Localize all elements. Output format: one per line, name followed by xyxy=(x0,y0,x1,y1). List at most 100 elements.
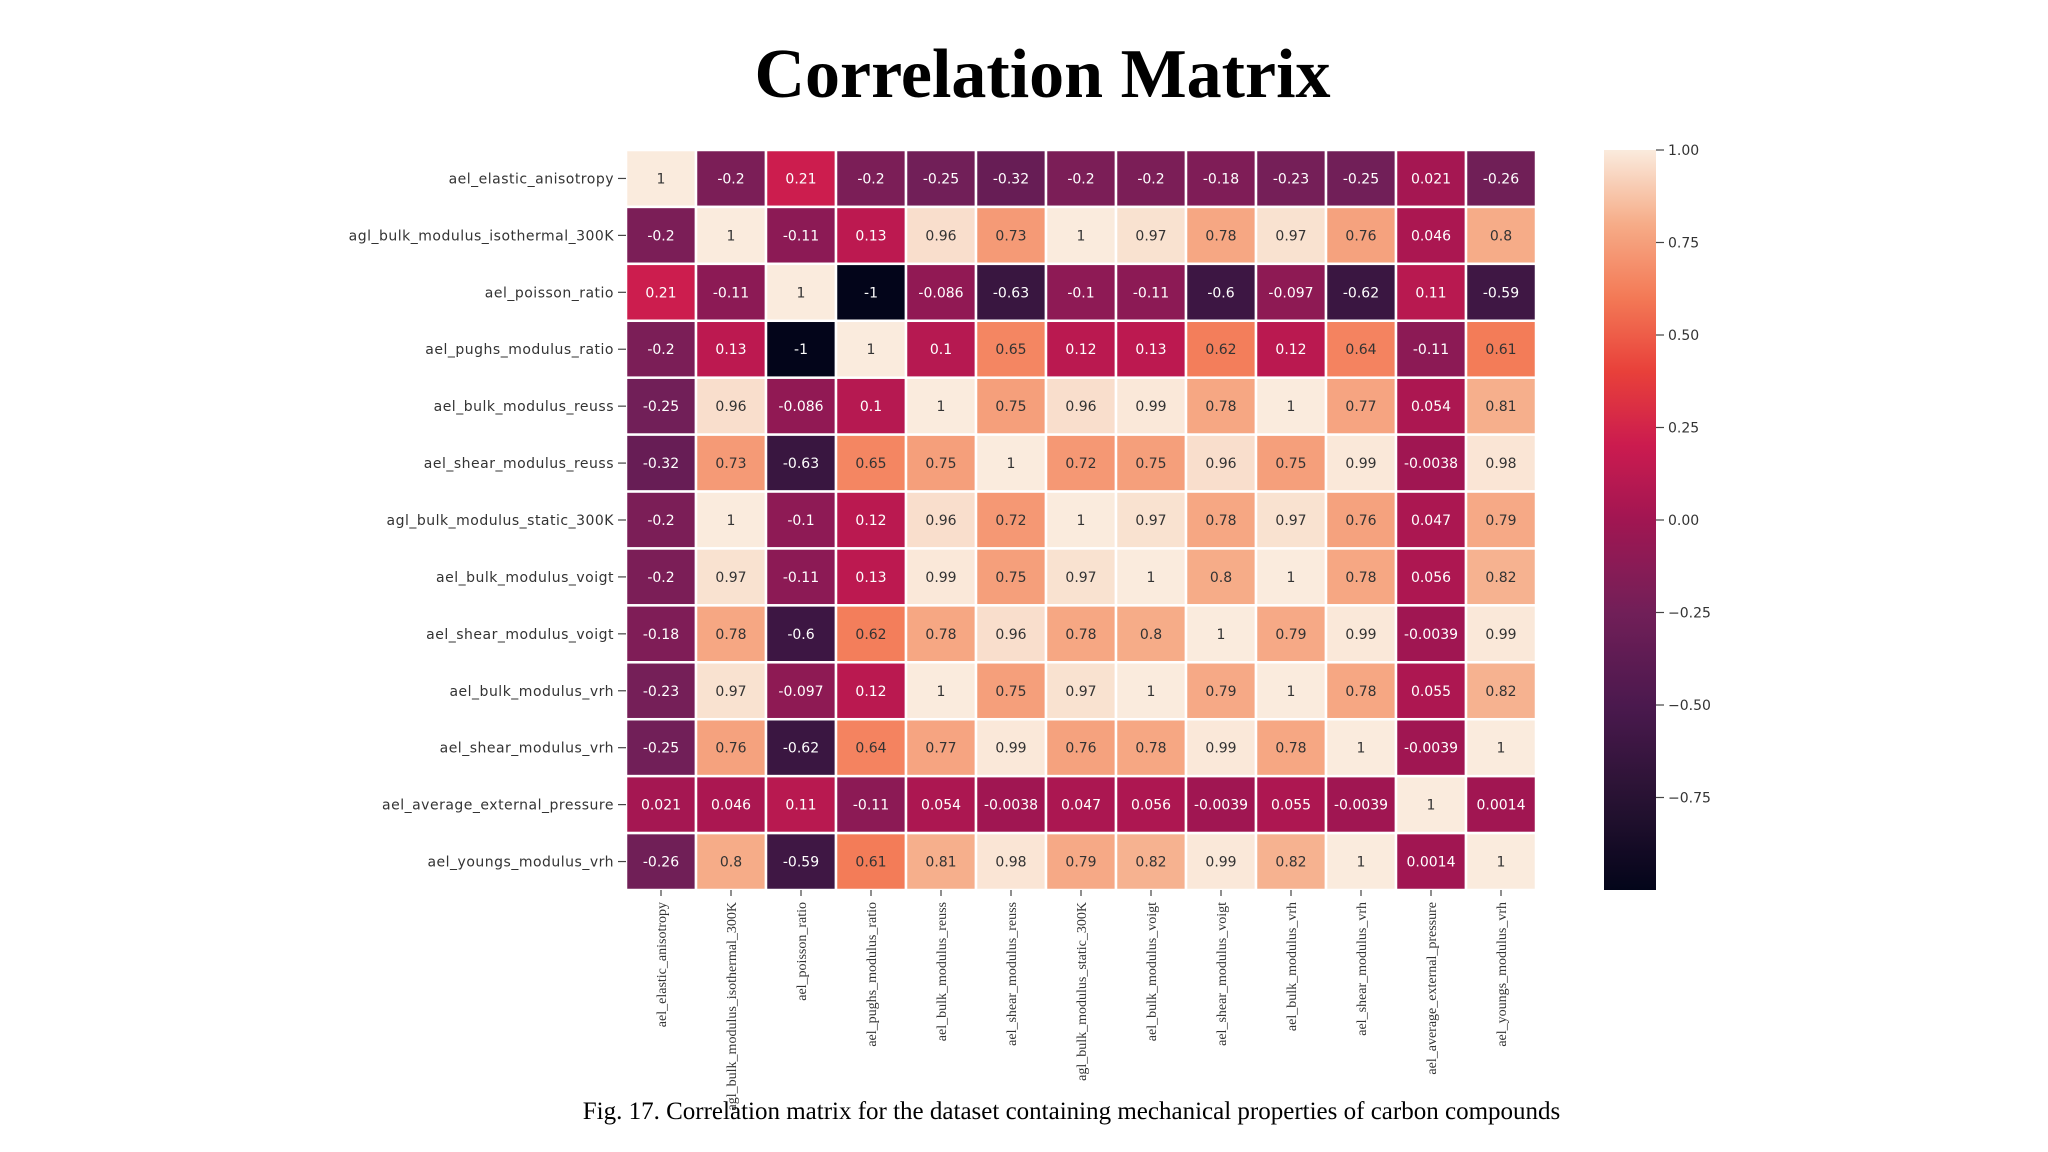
cell-value-0-3: -0.2 xyxy=(857,171,884,187)
cell-value-9-7: 1 xyxy=(1147,684,1156,700)
cell-value-0-12: -0.26 xyxy=(1483,171,1519,187)
cell-value-0-4: -0.25 xyxy=(923,171,959,187)
heatmap-cell-2-3 xyxy=(834,262,908,323)
cell-value-10-9: 0.78 xyxy=(1275,741,1306,757)
cell-value-3-0: -0.2 xyxy=(647,342,674,358)
heatmap-cell-7-1 xyxy=(694,547,768,607)
row-label-10: ael_shear_modulus_vrh xyxy=(440,741,614,757)
column-label-10: ael_shear_modulus_vrh xyxy=(1355,902,1370,1036)
heatmap-cell-8-4 xyxy=(904,604,978,664)
cell-value-11-8: -0.0039 xyxy=(1194,798,1248,814)
colorbar-tick-label-1: 0.75 xyxy=(1668,236,1699,252)
cell-value-5-1: 0.73 xyxy=(715,456,746,472)
cell-value-4-6: 0.96 xyxy=(1065,399,1096,415)
cell-value-0-0: 1 xyxy=(657,171,666,187)
column-label-12: ael_youngs_modulus_vrh xyxy=(1495,902,1510,1047)
column-label-2: ael_poisson_ratio xyxy=(795,902,810,1001)
cell-value-7-5: 0.75 xyxy=(995,570,1026,586)
heatmap-cell-0-1 xyxy=(694,148,768,209)
cell-value-3-2: -1 xyxy=(794,342,808,358)
cell-value-9-5: 0.75 xyxy=(995,684,1026,700)
heatmap-cell-1-0 xyxy=(624,205,698,266)
cell-value-4-8: 0.78 xyxy=(1205,399,1236,415)
cell-value-9-0: -0.23 xyxy=(643,684,679,700)
cell-value-4-11: 0.054 xyxy=(1411,399,1451,415)
cell-value-12-0: -0.26 xyxy=(643,855,679,871)
heatmap-cell-1-10 xyxy=(1324,205,1398,266)
heatmap-cell-3-4 xyxy=(904,319,978,379)
cell-value-12-7: 0.82 xyxy=(1135,855,1166,871)
heatmap-cell-6-0 xyxy=(624,490,698,550)
heatmap-cell-4-1 xyxy=(694,376,768,436)
heatmap-cell-6-1 xyxy=(694,490,768,550)
cell-value-8-5: 0.96 xyxy=(995,627,1026,643)
heatmap-cell-1-4 xyxy=(904,205,978,266)
cell-value-1-11: 0.046 xyxy=(1411,228,1451,244)
heatmap-cell-8-2 xyxy=(764,604,838,664)
heatmap-cell-12-10 xyxy=(1324,831,1398,892)
cell-value-6-8: 0.78 xyxy=(1205,513,1236,529)
heatmap-cell-7-11 xyxy=(1394,547,1468,607)
cell-value-4-12: 0.81 xyxy=(1485,399,1516,415)
cell-value-8-2: -0.6 xyxy=(787,627,814,643)
column-label-3: ael_pughs_modulus_ratio xyxy=(865,902,880,1047)
column-label-11: ael_average_external_pressure xyxy=(1425,902,1440,1075)
cell-value-9-8: 0.79 xyxy=(1205,684,1236,700)
cell-value-5-11: -0.0038 xyxy=(1404,456,1458,472)
cell-value-9-3: 0.12 xyxy=(855,684,886,700)
heatmap-cell-5-7 xyxy=(1114,433,1188,493)
row-label-1: agl_bulk_modulus_isothermal_300K xyxy=(349,228,615,244)
cell-value-4-7: 0.99 xyxy=(1135,399,1166,415)
colorbar-tick-label-0: 1.00 xyxy=(1668,143,1699,159)
cell-value-9-12: 0.82 xyxy=(1485,684,1516,700)
heatmap-cell-1-3 xyxy=(834,205,908,266)
cell-value-5-10: 0.99 xyxy=(1345,456,1376,472)
cell-value-5-9: 0.75 xyxy=(1275,456,1306,472)
cell-value-1-12: 0.8 xyxy=(1490,228,1512,244)
heatmap-cell-3-10 xyxy=(1324,319,1398,379)
column-label-4: ael_bulk_modulus_reuss xyxy=(935,902,950,1041)
cell-value-5-7: 0.75 xyxy=(1135,456,1166,472)
cell-value-11-5: -0.0038 xyxy=(984,798,1038,814)
cell-value-3-11: -0.11 xyxy=(1413,342,1449,358)
heatmap-cell-1-2 xyxy=(764,205,838,266)
heatmap-cell-7-7 xyxy=(1114,547,1188,607)
cell-value-7-12: 0.82 xyxy=(1485,570,1516,586)
cell-value-8-12: 0.99 xyxy=(1485,627,1516,643)
row-label-6: agl_bulk_modulus_static_300K xyxy=(387,513,615,529)
cell-value-3-4: 0.1 xyxy=(930,342,952,358)
colorbar: 1.00 0.75 0.50 0.25 0.00 −0.25 −0.50 −0.75 xyxy=(1604,143,1711,890)
heatmap-cell-12-2 xyxy=(764,831,838,892)
colorbar-tick-label-6: −0.50 xyxy=(1668,698,1711,714)
heatmap-cell-0-2 xyxy=(764,148,838,209)
cell-value-12-11: 0.0014 xyxy=(1407,855,1456,871)
cell-value-8-7: 0.8 xyxy=(1140,627,1162,643)
heatmap-cell-8-3 xyxy=(834,604,908,664)
heatmap-cell-1-1 xyxy=(694,205,768,266)
cell-value-2-9: -0.097 xyxy=(1268,285,1313,301)
cell-value-0-7: -0.2 xyxy=(1137,171,1164,187)
cell-value-9-1: 0.97 xyxy=(715,684,746,700)
cell-value-2-10: -0.62 xyxy=(1343,285,1379,301)
colorbar-tick-label-3: 0.25 xyxy=(1668,421,1699,437)
cell-value-12-10: 1 xyxy=(1357,855,1366,871)
heatmap-cell-0-0 xyxy=(624,148,698,209)
cell-value-2-1: -0.11 xyxy=(713,285,749,301)
cell-value-10-12: 1 xyxy=(1497,741,1506,757)
cell-value-7-1: 0.97 xyxy=(715,570,746,586)
heatmap-cell-4-5 xyxy=(974,376,1048,436)
heatmap-cell-12-1 xyxy=(694,831,768,892)
cell-value-7-11: 0.056 xyxy=(1411,570,1451,586)
heatmap-cell-4-12 xyxy=(1464,376,1538,436)
heatmap-cell-1-9 xyxy=(1254,205,1328,266)
cell-value-7-6: 0.97 xyxy=(1065,570,1096,586)
heatmap-cell-1-12 xyxy=(1464,205,1538,266)
heatmap-cell-1-11 xyxy=(1394,205,1468,266)
heatmap-cell-5-10 xyxy=(1324,433,1398,493)
cell-value-9-4: 1 xyxy=(937,684,946,700)
cell-value-2-8: -0.6 xyxy=(1207,285,1234,301)
cell-value-9-11: 0.055 xyxy=(1411,684,1451,700)
row-label-12: ael_youngs_modulus_vrh xyxy=(427,855,614,871)
cell-value-6-11: 0.047 xyxy=(1411,513,1451,529)
